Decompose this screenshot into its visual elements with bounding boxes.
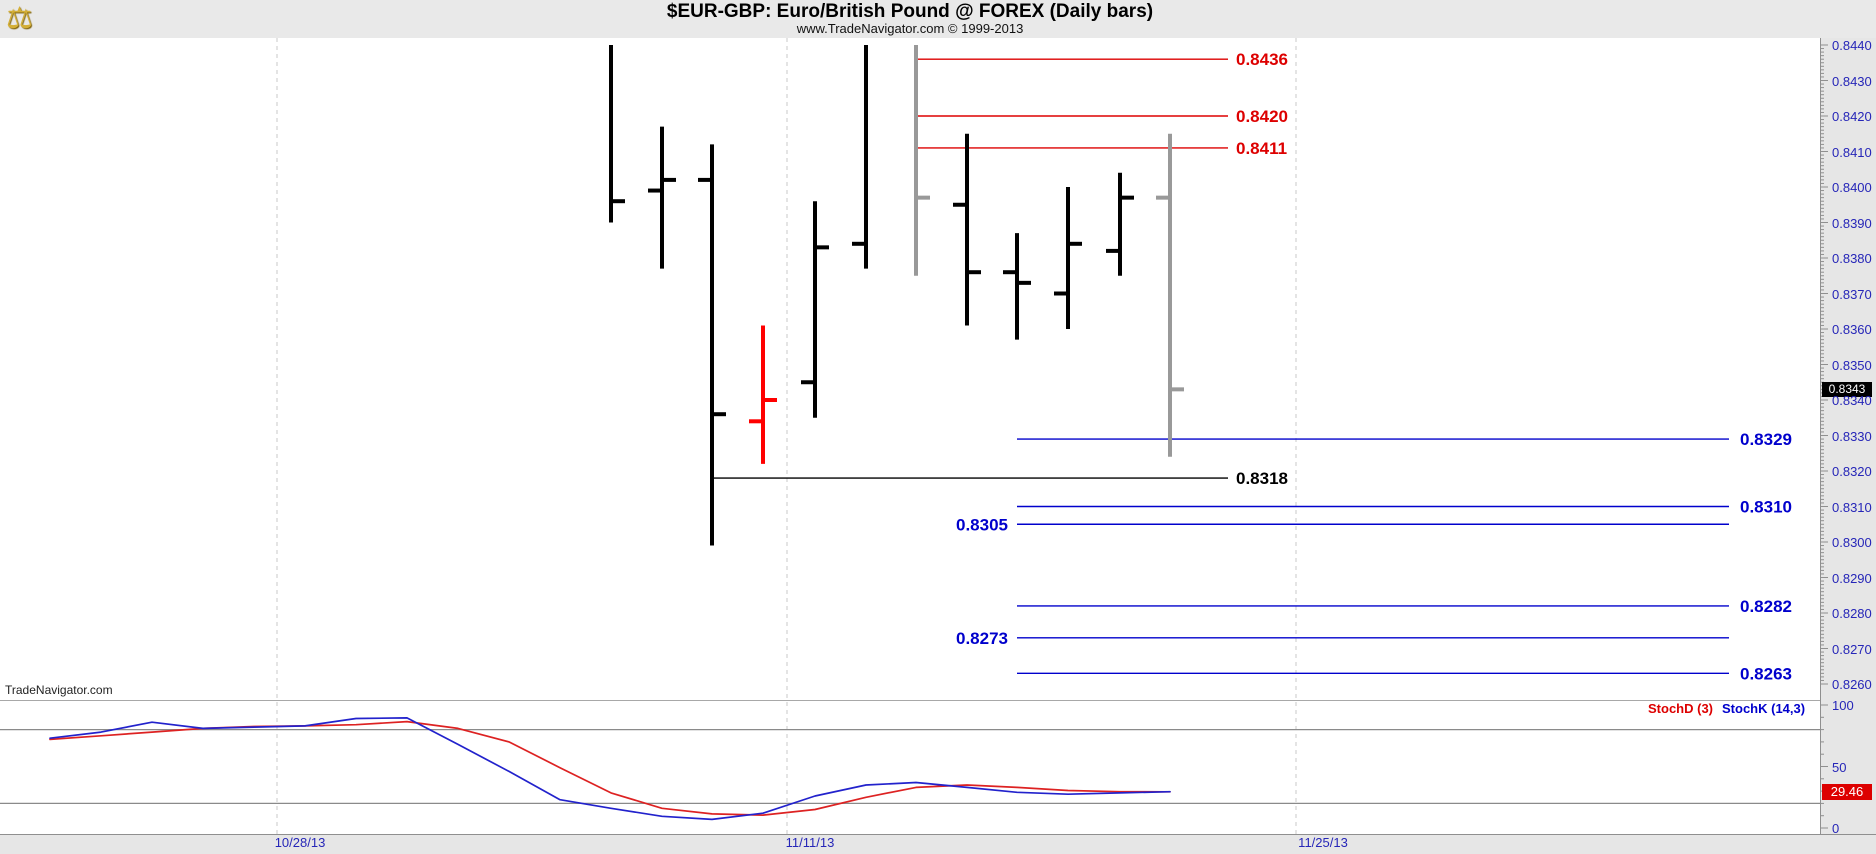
last-price-badge: 0.8343 bbox=[1822, 382, 1872, 397]
level-label: 0.8273 bbox=[956, 629, 1008, 648]
price-axis-label: 0.8390 bbox=[1832, 215, 1872, 231]
date-axis-label: 11/25/13 bbox=[1298, 835, 1348, 850]
level-label: 0.8282 bbox=[1740, 597, 1792, 616]
stoch-axis-label: 50 bbox=[1832, 759, 1847, 775]
watermark-label: TradeNavigator.com bbox=[5, 683, 113, 697]
chart-subtitle: www.TradeNavigator.com © 1999-2013 bbox=[796, 21, 1024, 36]
stoch-axis-label: 100 bbox=[1832, 698, 1854, 713]
price-axis-label: 0.8300 bbox=[1832, 535, 1872, 550]
price-axis-label: 0.8410 bbox=[1832, 144, 1872, 160]
level-label: 0.8263 bbox=[1740, 664, 1792, 683]
chart-title: $EUR-GBP: Euro/British Pound @ FOREX (Da… bbox=[666, 1, 1154, 22]
level-label: 0.8318 bbox=[1236, 469, 1288, 488]
date-axis-label: 10/28/13 bbox=[274, 835, 326, 850]
price-axis-label: 0.8420 bbox=[1832, 109, 1872, 124]
level-label: 0.8420 bbox=[1236, 107, 1288, 126]
price-chart-canvas[interactable] bbox=[0, 38, 1820, 700]
gold-scales-icon: ⚖ bbox=[6, 2, 33, 35]
price-axis-label: 0.8320 bbox=[1832, 464, 1872, 479]
price-axis-label: 0.8270 bbox=[1832, 641, 1872, 657]
stoch-axis-label: 0 bbox=[1832, 821, 1840, 836]
price-axis-label: 0.8280 bbox=[1832, 606, 1872, 621]
price-axis-label: 0.8400 bbox=[1832, 180, 1872, 195]
price-axis-label: 0.8290 bbox=[1832, 570, 1872, 586]
legend-stochd-label[interactable]: StochD (3) bbox=[1648, 701, 1713, 716]
price-axis-label: 0.8340 bbox=[1832, 393, 1872, 408]
price-axis-label: 0.8350 bbox=[1832, 357, 1872, 373]
stochd-curve bbox=[49, 720, 1171, 816]
stochastic-panel-canvas[interactable] bbox=[0, 700, 1820, 835]
level-label: 0.8411 bbox=[1236, 139, 1287, 158]
price-axis-label: 0.8330 bbox=[1832, 428, 1872, 444]
level-label: 0.8310 bbox=[1740, 498, 1792, 517]
legend-stochk-label[interactable]: StochK (14,3) bbox=[1722, 701, 1806, 716]
date-axis-bar[interactable]: 10/28/13 11/11/13 11/25/13 bbox=[0, 834, 1876, 854]
price-axis-label: 0.8440 bbox=[1832, 38, 1872, 53]
price-axis-label: 0.8370 bbox=[1832, 286, 1872, 302]
title-strip bbox=[0, 0, 1876, 38]
stochk-curve bbox=[49, 717, 1171, 821]
price-axis-label: 0.8360 bbox=[1832, 322, 1872, 337]
date-axis-label: 11/11/13 bbox=[785, 835, 835, 850]
price-axis-label: 0.8430 bbox=[1832, 73, 1872, 89]
price-axis-label: 0.8260 bbox=[1832, 677, 1872, 692]
level-label: 0.8329 bbox=[1740, 430, 1792, 449]
price-axis-label: 0.8310 bbox=[1832, 499, 1872, 515]
price-axis-label: 0.8380 bbox=[1832, 251, 1872, 266]
level-label: 0.8305 bbox=[956, 515, 1008, 534]
price-axis-gutter[interactable] bbox=[1820, 38, 1876, 834]
level-label: 0.8436 bbox=[1236, 50, 1288, 69]
stoch-current-value-badge: 29.46 bbox=[1822, 784, 1872, 800]
